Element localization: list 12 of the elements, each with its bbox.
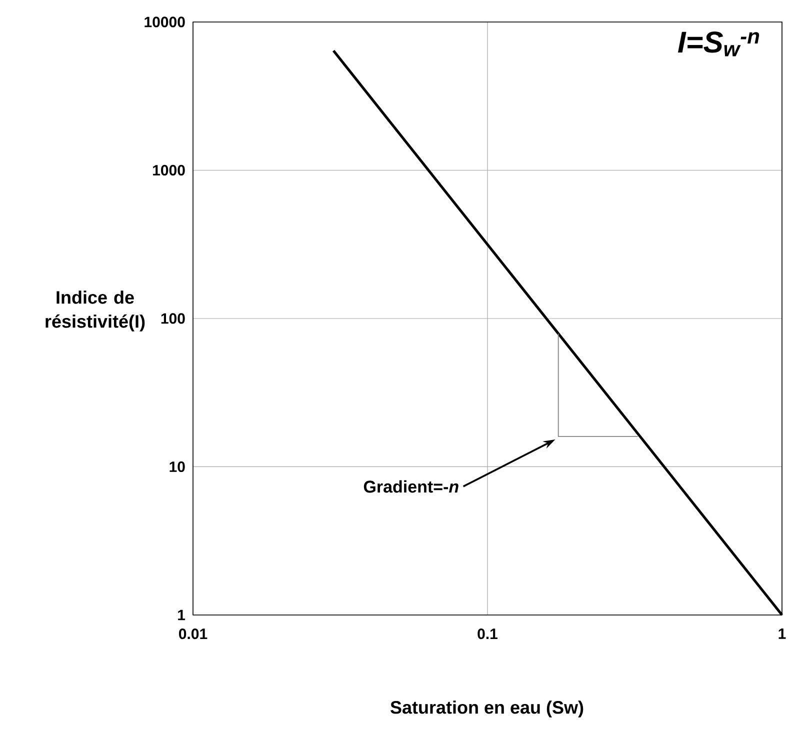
y-tick-label: 10000: [144, 16, 185, 28]
y-tick-label: 100: [161, 313, 185, 324]
x-axis-title: Saturation en eau (Sw): [390, 700, 584, 718]
y-axis-title: Indice de résistivité(I): [46, 290, 145, 332]
annotation: Gradient=-n: [364, 480, 458, 493]
x-tick-label: 0.1: [478, 628, 498, 640]
x-tick-label: 1: [778, 628, 786, 639]
x-tick-label: 0.01: [178, 628, 208, 640]
y-tick-label: 1: [178, 610, 186, 620]
y-tick-label: 1000: [153, 164, 185, 176]
y-tick-label: 10: [170, 461, 185, 472]
annotation: I=S$_{w}$-n: [678, 32, 760, 56]
